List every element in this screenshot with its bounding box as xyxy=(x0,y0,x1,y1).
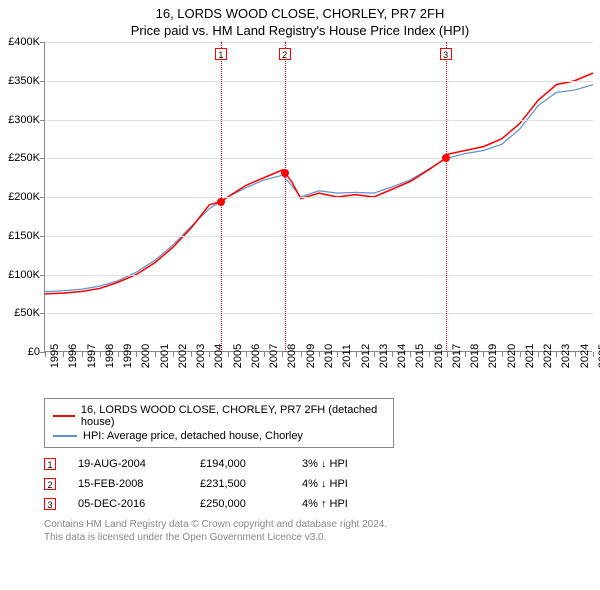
event-marker: 1 xyxy=(215,48,227,60)
gridline xyxy=(45,236,593,237)
legend-swatch xyxy=(53,415,75,417)
legend-swatch xyxy=(53,435,77,437)
ytick-label: £100K xyxy=(8,269,40,281)
event-delta: 3% ↓ HPI xyxy=(302,458,402,470)
event-vline xyxy=(446,42,447,352)
gridline xyxy=(45,313,593,314)
chart-container: 16, LORDS WOOD CLOSE, CHORLEY, PR7 2FH P… xyxy=(0,0,600,590)
legend-label: 16, LORDS WOOD CLOSE, CHORLEY, PR7 2FH (… xyxy=(81,404,385,428)
event-row: 2 15-FEB-2008 £231,500 4% ↓ HPI xyxy=(44,474,580,494)
legend-row: HPI: Average price, detached house, Chor… xyxy=(53,429,385,443)
ytick-label: £300K xyxy=(8,114,40,126)
footer-line-2: This data is licensed under the Open Gov… xyxy=(44,531,580,544)
gridline xyxy=(45,42,593,43)
ytick-label: £50K xyxy=(14,307,40,319)
plot-area: 1995199619971998199920002001200220032004… xyxy=(44,42,592,352)
ytick xyxy=(40,236,45,237)
ytick xyxy=(40,81,45,82)
chart-title: 16, LORDS WOOD CLOSE, CHORLEY, PR7 2FH xyxy=(0,0,600,21)
legend-row: 16, LORDS WOOD CLOSE, CHORLEY, PR7 2FH (… xyxy=(53,403,385,429)
footer: Contains HM Land Registry data © Crown c… xyxy=(44,518,580,544)
event-row-marker: 2 xyxy=(44,478,56,490)
ytick xyxy=(40,275,45,276)
event-vline xyxy=(285,42,286,352)
event-price: £194,000 xyxy=(200,458,280,470)
event-point xyxy=(281,169,289,177)
gridline xyxy=(45,81,593,82)
event-row: 1 19-AUG-2004 £194,000 3% ↓ HPI xyxy=(44,454,580,474)
event-delta: 4% ↓ HPI xyxy=(302,478,402,490)
event-date: 19-AUG-2004 xyxy=(78,458,178,470)
legend-label: HPI: Average price, detached house, Chor… xyxy=(83,430,303,442)
gridline xyxy=(45,158,593,159)
event-date: 05-DEC-2016 xyxy=(78,498,178,510)
legend: 16, LORDS WOOD CLOSE, CHORLEY, PR7 2FH (… xyxy=(44,398,394,448)
ytick-label: £400K xyxy=(8,36,40,48)
gridline xyxy=(45,197,593,198)
event-price: £250,000 xyxy=(200,498,280,510)
event-marker: 3 xyxy=(440,48,452,60)
chart-subtitle: Price paid vs. HM Land Registry's House … xyxy=(0,21,600,42)
footer-line-1: Contains HM Land Registry data © Crown c… xyxy=(44,518,580,531)
event-price: £231,500 xyxy=(200,478,280,490)
event-date: 15-FEB-2008 xyxy=(78,478,178,490)
ytick xyxy=(40,158,45,159)
series-line-hpi xyxy=(45,85,593,292)
event-delta: 4% ↑ HPI xyxy=(302,498,402,510)
gridline xyxy=(45,275,593,276)
ytick-label: £0 xyxy=(28,346,40,358)
ytick-label: £350K xyxy=(8,75,40,87)
x-axis-labels xyxy=(44,352,592,394)
event-point xyxy=(442,154,450,162)
ytick xyxy=(40,197,45,198)
ytick xyxy=(40,120,45,121)
event-row: 3 05-DEC-2016 £250,000 4% ↑ HPI xyxy=(44,494,580,514)
ytick xyxy=(40,313,45,314)
chart-area: 1995199619971998199920002001200220032004… xyxy=(44,42,592,352)
ytick-label: £150K xyxy=(8,230,40,242)
ytick-label: £200K xyxy=(8,191,40,203)
events-table: 1 19-AUG-2004 £194,000 3% ↓ HPI 2 15-FEB-2008… xyxy=(44,454,580,514)
event-point xyxy=(217,198,225,206)
ytick-label: £250K xyxy=(8,152,40,164)
event-marker: 2 xyxy=(279,48,291,60)
gridline xyxy=(45,120,593,121)
event-row-marker: 1 xyxy=(44,458,56,470)
xtick xyxy=(593,352,594,357)
series-line-property xyxy=(45,73,593,294)
event-row-marker: 3 xyxy=(44,498,56,510)
ytick xyxy=(40,42,45,43)
